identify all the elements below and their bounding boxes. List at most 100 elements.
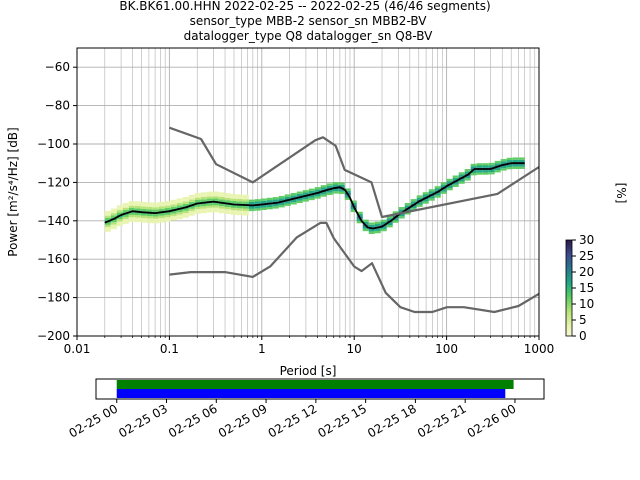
histogram-cell [512, 159, 519, 163]
histogram-cell [254, 199, 261, 202]
histogram-cell [200, 194, 207, 197]
histogram-cell [116, 205, 123, 208]
colorbar-gradient [565, 239, 573, 337]
histogram-cell [308, 188, 315, 191]
histogram-cell [446, 178, 453, 182]
histogram-cell [332, 191, 339, 194]
histogram-cell [176, 209, 183, 213]
histogram-cell [326, 185, 333, 189]
histogram-cell [416, 195, 423, 198]
histogram-cell [380, 222, 387, 225]
histogram-cell [290, 199, 297, 203]
histogram-cell [344, 188, 351, 191]
histogram-cell [302, 192, 309, 195]
colorbar-tick-label: 25 [579, 249, 594, 263]
histogram-cell [422, 194, 429, 197]
histogram-cell [128, 217, 135, 220]
histogram-cell [458, 172, 465, 175]
histogram-cell [194, 193, 201, 196]
histogram-cell [506, 160, 513, 163]
histogram-cell [248, 201, 255, 205]
histogram-cell [242, 213, 249, 216]
histogram-cell [380, 219, 387, 223]
colorbar-tick-label: 20 [579, 265, 594, 279]
histogram-cell [146, 220, 153, 224]
histogram-cell [452, 184, 459, 188]
histogram-cell [236, 194, 243, 197]
histogram-cell [284, 203, 291, 206]
histogram-cell [242, 201, 249, 204]
histogram-cell [296, 198, 303, 201]
histogram-cell [428, 191, 435, 194]
histogram-cell [164, 205, 171, 208]
histogram-cell [410, 201, 417, 204]
histogram-cell [296, 191, 303, 194]
histogram-cell [374, 221, 381, 225]
histogram-cell [320, 194, 327, 197]
histogram-cell [482, 170, 489, 173]
histogram-cell [128, 203, 135, 206]
histogram-cell [506, 166, 513, 170]
histogram-cell [200, 203, 207, 207]
histogram-cell [494, 160, 501, 164]
histogram-cell [194, 197, 201, 200]
histogram-cell [464, 169, 471, 172]
histogram-cell [518, 157, 525, 160]
histogram-cell [104, 222, 111, 225]
histogram-cell [512, 157, 519, 160]
histogram-cell [416, 202, 423, 205]
availability-tick-label: 02-25 06 [166, 401, 220, 440]
histogram-cell [446, 185, 453, 188]
histogram-cell [380, 228, 387, 232]
title-line1: BK.BK61.00.HHN 2022-02-25 -- 2022-02-25 … [119, 0, 490, 13]
histogram-cell [434, 193, 441, 196]
histogram-cell [422, 192, 429, 195]
availability-tick-label: 02-25 03 [116, 401, 170, 440]
y-tick-label: −200 [37, 329, 70, 343]
histogram-cell [206, 205, 213, 208]
availability-tick-label: 02-25 00 [67, 401, 121, 440]
histogram-cell [182, 201, 189, 204]
histogram-cell [212, 196, 219, 199]
histogram-cell [338, 191, 345, 194]
histogram-cell [194, 209, 201, 212]
histogram-cell [200, 192, 207, 195]
histogram-cell [152, 218, 159, 222]
y-axis-label: Power [m²/s⁴/Hz] [dB] [6, 127, 20, 256]
histogram-cell [212, 205, 219, 208]
histogram-cell [158, 206, 165, 209]
histogram-cell [218, 194, 225, 198]
histogram-cell [188, 201, 195, 205]
histogram-cell [164, 217, 171, 220]
histogram-cell [488, 172, 495, 175]
histogram-cell [476, 172, 483, 175]
colorbar-tick-label: 30 [579, 233, 594, 247]
histogram-cell [476, 163, 483, 166]
histogram-cell [278, 195, 285, 199]
histogram-cell [122, 210, 129, 213]
histogram-cell [158, 204, 165, 207]
histogram-cell [200, 210, 207, 214]
histogram-cell [212, 198, 219, 201]
histogram-cell [386, 218, 393, 221]
histogram-cell [152, 216, 159, 219]
histogram-cell [356, 220, 363, 224]
histogram-cell [110, 226, 117, 230]
histogram-cell [212, 207, 219, 210]
histogram-cell [290, 195, 297, 198]
histogram-cell [380, 226, 387, 229]
psd-plot-area: −60 −80 −100 −120 −140 −160 −180 −200 0.01 0.1 1 1… [37, 47, 554, 356]
histogram-cell [122, 207, 129, 211]
histogram-cell [248, 199, 255, 202]
histogram-cell [152, 221, 159, 224]
histogram-cell [170, 199, 177, 203]
title-line2: sensor_type MBB-2 sensor_sn MBB2-BV [190, 14, 428, 28]
x-axis-label: Period [s] [280, 364, 337, 378]
histogram-cell [104, 217, 111, 221]
histogram-cell [116, 221, 123, 224]
histogram-cell [104, 213, 111, 216]
histogram-cell [260, 198, 267, 201]
histogram-cell [134, 219, 141, 223]
histogram-cell [488, 162, 495, 166]
